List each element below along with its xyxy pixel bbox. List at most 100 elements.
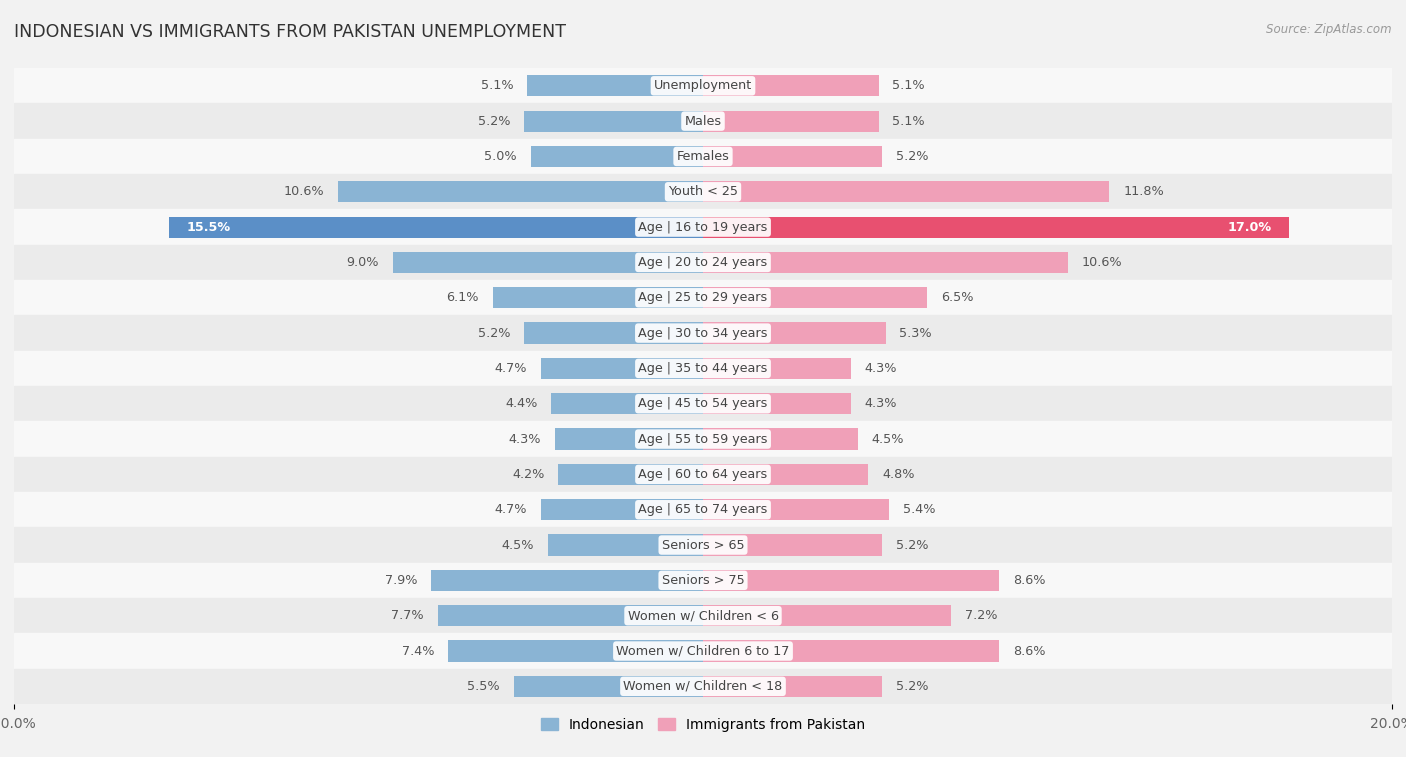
Bar	[14, 174, 1392, 210]
Bar	[703, 287, 927, 308]
Bar	[703, 393, 851, 414]
Text: Seniors > 65: Seniors > 65	[662, 538, 744, 552]
Bar	[558, 464, 703, 485]
Bar	[14, 634, 1392, 668]
Text: 7.7%: 7.7%	[391, 609, 425, 622]
Text: 5.2%: 5.2%	[896, 680, 928, 693]
Text: 7.2%: 7.2%	[965, 609, 997, 622]
Text: Age | 65 to 74 years: Age | 65 to 74 years	[638, 503, 768, 516]
Text: Females: Females	[676, 150, 730, 163]
Bar	[703, 217, 1289, 238]
Bar	[703, 252, 1069, 273]
Bar	[337, 181, 703, 202]
Text: 4.7%: 4.7%	[495, 503, 527, 516]
Bar	[703, 605, 950, 626]
Text: Age | 55 to 59 years: Age | 55 to 59 years	[638, 432, 768, 446]
Bar	[14, 280, 1392, 316]
Text: Age | 20 to 24 years: Age | 20 to 24 years	[638, 256, 768, 269]
Text: 7.4%: 7.4%	[402, 644, 434, 658]
Text: Women w/ Children < 6: Women w/ Children < 6	[627, 609, 779, 622]
Bar	[703, 111, 879, 132]
Text: 5.1%: 5.1%	[893, 79, 925, 92]
Text: 4.8%: 4.8%	[882, 468, 915, 481]
Text: 5.0%: 5.0%	[484, 150, 517, 163]
Text: Seniors > 75: Seniors > 75	[662, 574, 744, 587]
Bar	[392, 252, 703, 273]
Text: 4.3%: 4.3%	[865, 362, 897, 375]
Text: 5.4%: 5.4%	[903, 503, 935, 516]
Text: 17.0%: 17.0%	[1227, 220, 1271, 234]
Bar	[527, 75, 703, 96]
Bar	[703, 322, 886, 344]
Text: Age | 35 to 44 years: Age | 35 to 44 years	[638, 362, 768, 375]
Bar	[703, 146, 882, 167]
Bar	[703, 181, 1109, 202]
Legend: Indonesian, Immigrants from Pakistan: Indonesian, Immigrants from Pakistan	[541, 718, 865, 732]
Bar	[14, 598, 1392, 634]
Bar	[437, 605, 703, 626]
Bar	[14, 210, 1392, 245]
Bar	[703, 358, 851, 379]
Bar	[14, 68, 1392, 104]
Text: 6.1%: 6.1%	[447, 291, 479, 304]
Text: Youth < 25: Youth < 25	[668, 185, 738, 198]
Text: INDONESIAN VS IMMIGRANTS FROM PAKISTAN UNEMPLOYMENT: INDONESIAN VS IMMIGRANTS FROM PAKISTAN U…	[14, 23, 567, 41]
Text: 8.6%: 8.6%	[1012, 644, 1046, 658]
Text: 5.3%: 5.3%	[900, 326, 932, 340]
Text: 5.1%: 5.1%	[481, 79, 513, 92]
Bar	[14, 562, 1392, 598]
Text: Males: Males	[685, 114, 721, 128]
Bar	[14, 668, 1392, 704]
Bar	[541, 499, 703, 520]
Text: 7.9%: 7.9%	[385, 574, 418, 587]
Bar	[555, 428, 703, 450]
Text: Women w/ Children < 18: Women w/ Children < 18	[623, 680, 783, 693]
Text: 6.5%: 6.5%	[941, 291, 973, 304]
Bar	[524, 111, 703, 132]
Bar	[703, 640, 1000, 662]
Bar	[14, 350, 1392, 386]
Bar	[449, 640, 703, 662]
Bar	[513, 676, 703, 697]
Text: 5.2%: 5.2%	[896, 150, 928, 163]
Text: 4.2%: 4.2%	[512, 468, 544, 481]
Bar	[14, 104, 1392, 139]
Text: 4.3%: 4.3%	[865, 397, 897, 410]
Bar	[703, 499, 889, 520]
Bar	[430, 570, 703, 591]
Text: 5.5%: 5.5%	[467, 680, 499, 693]
Bar	[531, 146, 703, 167]
Text: 15.5%: 15.5%	[186, 220, 231, 234]
Bar	[551, 393, 703, 414]
Text: 10.6%: 10.6%	[284, 185, 323, 198]
Text: 8.6%: 8.6%	[1012, 574, 1046, 587]
Text: Age | 16 to 19 years: Age | 16 to 19 years	[638, 220, 768, 234]
Bar	[14, 492, 1392, 528]
Bar	[14, 456, 1392, 492]
Bar	[169, 217, 703, 238]
Text: Women w/ Children 6 to 17: Women w/ Children 6 to 17	[616, 644, 790, 658]
Text: 5.2%: 5.2%	[478, 114, 510, 128]
Text: Age | 30 to 34 years: Age | 30 to 34 years	[638, 326, 768, 340]
Text: 4.4%: 4.4%	[505, 397, 537, 410]
Bar	[494, 287, 703, 308]
Text: 5.2%: 5.2%	[896, 538, 928, 552]
Bar	[703, 75, 879, 96]
Text: 4.5%: 4.5%	[502, 538, 534, 552]
Text: Unemployment: Unemployment	[654, 79, 752, 92]
Bar	[14, 528, 1392, 562]
Bar	[14, 245, 1392, 280]
Bar	[14, 316, 1392, 350]
Text: 5.1%: 5.1%	[893, 114, 925, 128]
Bar	[14, 422, 1392, 456]
Text: 9.0%: 9.0%	[347, 256, 380, 269]
Text: Age | 25 to 29 years: Age | 25 to 29 years	[638, 291, 768, 304]
Text: Age | 45 to 54 years: Age | 45 to 54 years	[638, 397, 768, 410]
Bar	[703, 464, 869, 485]
Bar	[541, 358, 703, 379]
Text: 4.5%: 4.5%	[872, 432, 904, 446]
Bar	[703, 534, 882, 556]
Bar	[548, 534, 703, 556]
Bar	[703, 570, 1000, 591]
Text: Age | 60 to 64 years: Age | 60 to 64 years	[638, 468, 768, 481]
